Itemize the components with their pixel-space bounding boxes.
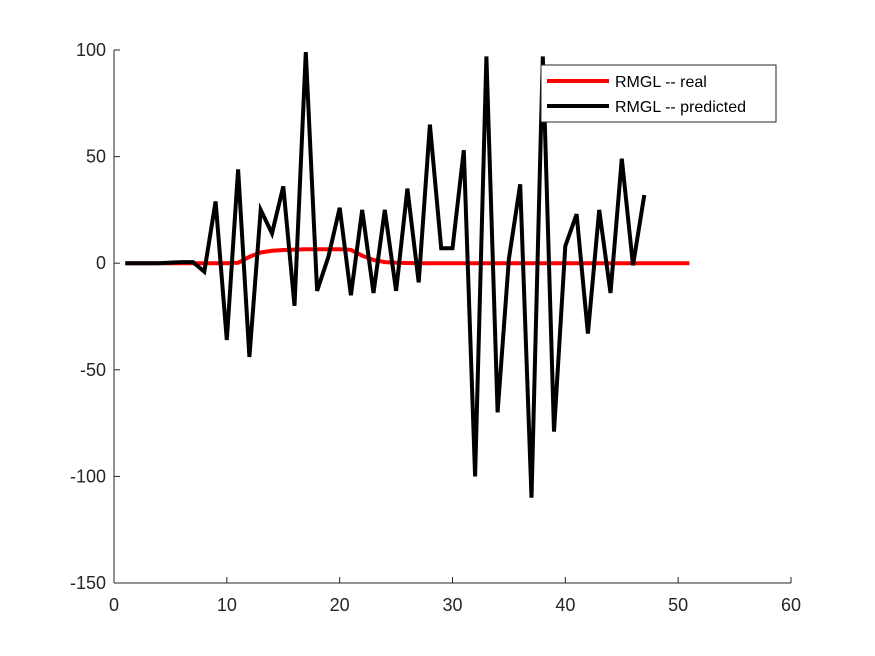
legend-box <box>540 64 777 123</box>
x-tick-label: 20 <box>330 595 350 615</box>
y-tick-label: 0 <box>96 253 106 273</box>
legend-label: RMGL -- predicted <box>615 99 746 116</box>
series-lines <box>125 52 690 498</box>
x-tick-label: 30 <box>442 595 462 615</box>
x-tick-labels: 0 10 20 30 40 50 60 <box>109 595 801 615</box>
y-tick-label: -150 <box>70 573 106 593</box>
x-tick-label: 50 <box>668 595 688 615</box>
y-tick-label: -50 <box>80 360 106 380</box>
x-tick-label: 40 <box>555 595 575 615</box>
series-line-predicted <box>125 52 647 498</box>
legend: RMGL -- real RMGL -- predicted <box>540 64 777 123</box>
x-tick-label: 10 <box>217 595 237 615</box>
x-tick-label: 0 <box>109 595 119 615</box>
y-tick-label: -100 <box>70 466 106 486</box>
y-tick-labels: -150 -100 -50 0 50 100 <box>70 40 106 593</box>
legend-label: RMGL -- real <box>615 74 707 91</box>
y-tick-label: 100 <box>76 40 106 60</box>
y-tick-label: 50 <box>86 147 106 167</box>
x-tick-label: 60 <box>781 595 801 615</box>
plot-axes <box>113 49 792 584</box>
